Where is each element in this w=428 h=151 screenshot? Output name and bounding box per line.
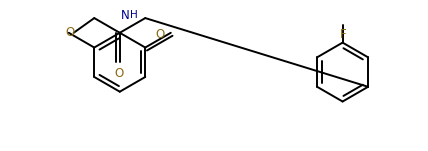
Text: N: N (121, 8, 130, 21)
Text: O: O (156, 28, 165, 41)
Text: F: F (340, 28, 347, 41)
Text: O: O (65, 26, 74, 39)
Text: O: O (114, 67, 123, 80)
Text: H: H (130, 10, 137, 19)
